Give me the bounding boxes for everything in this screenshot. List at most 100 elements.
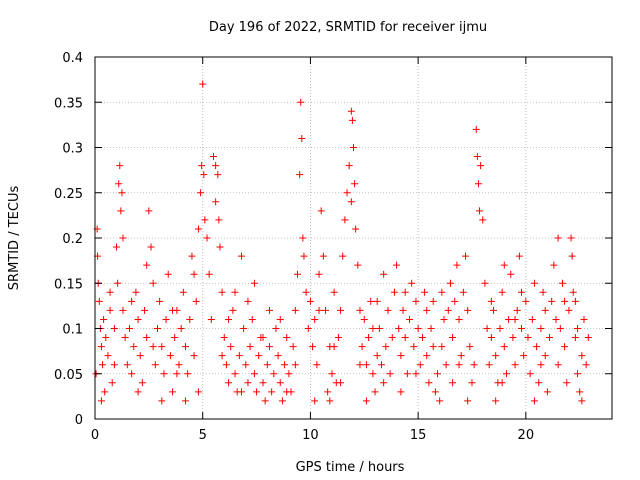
data-point [218, 288, 226, 296]
data-point [345, 162, 353, 170]
data-point [114, 279, 122, 287]
data-point [166, 352, 174, 360]
data-point [473, 153, 481, 161]
data-point [205, 270, 213, 278]
data-point [116, 162, 124, 170]
data-point [464, 306, 472, 314]
data-point [147, 243, 155, 251]
data-point [498, 288, 506, 296]
data-point [388, 334, 396, 342]
data-point [561, 343, 569, 351]
data-point [315, 306, 323, 314]
data-point [356, 306, 364, 314]
data-point [156, 297, 164, 305]
data-point [200, 171, 208, 179]
data-point [408, 279, 416, 287]
data-point [244, 379, 252, 387]
data-point [141, 306, 149, 314]
data-point [334, 334, 342, 342]
data-point [526, 370, 534, 378]
data-point [324, 388, 332, 396]
data-point [101, 388, 109, 396]
data-point [220, 334, 228, 342]
data-point [496, 325, 504, 332]
data-point [311, 315, 319, 323]
data-point [158, 343, 166, 351]
data-point [470, 361, 478, 369]
data-point [231, 288, 239, 296]
data-point [498, 379, 506, 387]
data-point [212, 162, 220, 170]
y-tick-label: 0.35 [54, 96, 83, 111]
data-point [203, 234, 211, 242]
data-point [490, 306, 498, 314]
data-point [149, 279, 157, 287]
data-point [369, 325, 377, 332]
data-point [552, 315, 560, 323]
data-point [244, 297, 252, 305]
data-point [550, 261, 558, 269]
y-tick-label: 0.05 [54, 368, 83, 383]
data-point [259, 334, 267, 342]
chart-title: Day 196 of 2022, SRMTID for receiver ijm… [209, 20, 487, 35]
data-point [558, 279, 566, 287]
data-point [442, 361, 450, 369]
data-point [520, 352, 528, 360]
data-point [304, 325, 312, 332]
data-point [113, 243, 121, 251]
data-point [380, 270, 388, 278]
data-point [240, 325, 248, 332]
data-point [352, 225, 360, 233]
data-point [188, 252, 196, 260]
data-point [459, 288, 467, 296]
data-point [309, 343, 317, 351]
data-point [300, 252, 308, 260]
data-point [253, 388, 261, 396]
x-tick-label: 15 [410, 428, 427, 443]
data-point [582, 361, 590, 369]
data-point [128, 370, 136, 378]
data-point [397, 352, 405, 360]
data-point [390, 288, 398, 296]
data-point [214, 171, 222, 179]
data-point [181, 343, 189, 351]
data-point [412, 370, 420, 378]
data-point [225, 315, 233, 323]
data-point [181, 397, 189, 405]
data-point [306, 297, 314, 305]
data-point [507, 270, 515, 278]
data-point [242, 361, 250, 369]
data-point [451, 297, 459, 305]
data-point [153, 325, 161, 332]
data-point [466, 343, 474, 351]
data-point [248, 315, 256, 323]
data-point [397, 388, 405, 396]
data-point [162, 315, 170, 323]
data-point [524, 334, 532, 342]
data-point [337, 379, 345, 387]
data-point [434, 370, 442, 378]
data-point [184, 370, 192, 378]
data-point [378, 361, 386, 369]
data-point [321, 306, 329, 314]
data-point [578, 397, 586, 405]
data-point [571, 297, 579, 305]
data-point [367, 297, 375, 305]
data-point [449, 379, 457, 387]
data-point [584, 334, 592, 342]
data-point [429, 343, 437, 351]
data-point [518, 288, 526, 296]
data-point [119, 306, 127, 314]
data-point [347, 198, 355, 206]
data-point [399, 306, 407, 314]
data-point [421, 288, 429, 296]
data-point [358, 343, 366, 351]
data-point [401, 288, 409, 296]
data-point [440, 315, 448, 323]
data-point [250, 370, 258, 378]
data-point [194, 388, 202, 396]
data-point [539, 288, 547, 296]
data-point [371, 388, 379, 396]
data-point [134, 388, 142, 396]
